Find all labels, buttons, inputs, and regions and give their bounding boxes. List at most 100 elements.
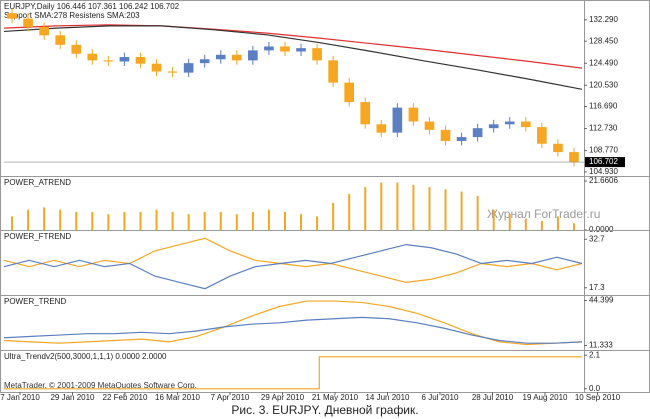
y-tick-label: 120.530 (589, 80, 618, 89)
y-tick-label: 17.3 (589, 283, 605, 292)
candle-body (135, 57, 146, 64)
footer: MetaTrader, © 2001-2009 MetaQuotes Softw… (4, 381, 197, 390)
candle-body (55, 35, 66, 45)
candle-body (215, 54, 226, 60)
candle-body (248, 50, 258, 61)
histogram-bar (428, 187, 431, 230)
candle-body (71, 44, 82, 54)
x-tick-label: 29 Jan 2010 (50, 393, 95, 402)
histogram-bar (27, 209, 30, 230)
last-price-label: 106.702 (589, 157, 618, 166)
histogram-bar (460, 191, 463, 230)
candle-body (39, 27, 49, 36)
histogram-bar (187, 214, 190, 230)
histogram-bar (332, 202, 335, 230)
histogram-bar (123, 211, 126, 230)
panel-title: POWER_FTREND (4, 232, 71, 241)
x-tick-label: 21 May 2010 (312, 393, 359, 402)
candle-body (569, 152, 579, 163)
candle-body (456, 137, 467, 141)
histogram-bar (300, 214, 303, 230)
candle-body (472, 128, 483, 138)
candle-body (183, 63, 194, 73)
histogram-bar (219, 211, 222, 230)
histogram-bar (572, 223, 575, 230)
histogram-bar (476, 196, 479, 230)
histogram-bar (139, 211, 142, 230)
histogram-bar (524, 218, 527, 230)
panel-subtitle: Support SMA:278 Resistens SMA:203 (4, 11, 140, 20)
y-tick-label: 2.1 (589, 350, 601, 359)
candle-body (231, 54, 242, 61)
x-tick-label: 10 Sep 2010 (575, 393, 621, 402)
candle-body (440, 129, 451, 141)
y-tick-label: 108.770 (589, 146, 618, 155)
histogram-bar (412, 184, 415, 230)
candle-body (312, 48, 322, 61)
candle-body (504, 121, 515, 125)
y-tick-label: 132.290 (589, 15, 618, 24)
y-tick-label: 112.730 (589, 124, 618, 133)
x-tick-label: 16 Mar 2010 (155, 393, 200, 402)
histogram-bar (91, 211, 94, 230)
panel-title: POWER_TREND (4, 297, 66, 306)
x-tick-label: 22 Feb 2010 (103, 393, 148, 402)
histogram-bar (492, 209, 495, 230)
y-tick-label: 32.7 (589, 234, 605, 243)
y-tick-label: 116.690 (589, 102, 618, 111)
indicator-line (3, 316, 583, 344)
candle-body (87, 53, 98, 61)
candle-body (392, 107, 403, 133)
candle-body (376, 124, 387, 133)
y-tick-label: 11.333 (589, 341, 613, 350)
candle-body (119, 57, 130, 62)
histogram-bar (171, 211, 174, 230)
histogram-bar (556, 216, 559, 230)
histogram-bar (283, 211, 286, 230)
candle-body (424, 121, 435, 130)
histogram-bar (59, 209, 62, 230)
x-tick-label: 19 Aug 2010 (523, 393, 568, 402)
histogram-bar (155, 209, 158, 230)
candle-body (408, 107, 419, 122)
candle-body (360, 102, 371, 125)
candle-body (151, 63, 162, 72)
histogram-bar (251, 211, 254, 230)
candle-body (328, 60, 338, 83)
indicator-line (4, 356, 582, 390)
panel-title: EURJPY,Daily 106.446 107.361 106.242 106… (4, 2, 180, 11)
candle-body (488, 124, 499, 129)
last-price-box (585, 157, 625, 168)
y-tick-label: 44.399 (589, 296, 614, 305)
histogram-bar (203, 211, 206, 230)
y-tick-label: 128.450 (589, 36, 618, 45)
candle-body (264, 46, 274, 51)
histogram-bar (43, 207, 46, 230)
histogram-bar (316, 216, 319, 230)
indicator-line (3, 24, 583, 69)
histogram-bar (235, 214, 238, 230)
watermark: Журнал ForTrader.ru (487, 207, 600, 221)
candle-body (7, 13, 17, 19)
panel-title: Ultra_Trendv2(500,3000,1,1,1) 0.0000 2.0… (4, 352, 167, 361)
histogram-bar (380, 182, 383, 230)
candle-body (23, 18, 33, 28)
x-tick-label: 7 Apr 2010 (211, 393, 250, 402)
candle-body (553, 143, 563, 153)
indicator-line (3, 237, 583, 284)
histogram-bar (107, 214, 110, 230)
y-tick-label: 0.0 (589, 384, 601, 393)
histogram-bar (267, 209, 270, 230)
x-tick-label: 14 Jun 2010 (365, 393, 410, 402)
y-tick-label: 21.6606 (589, 176, 618, 185)
candle-body (280, 46, 290, 52)
x-tick-label: 28 Jul 2010 (472, 393, 514, 402)
histogram-bar (11, 216, 14, 230)
histogram-bar (540, 220, 543, 230)
histogram-bar (396, 182, 399, 230)
candle-body (344, 82, 355, 103)
x-tick-label: 29 Apr 2010 (261, 393, 305, 402)
indicator-line (3, 243, 583, 290)
histogram-bar (364, 187, 367, 230)
x-tick-label: 7 Jan 2010 (0, 393, 40, 402)
